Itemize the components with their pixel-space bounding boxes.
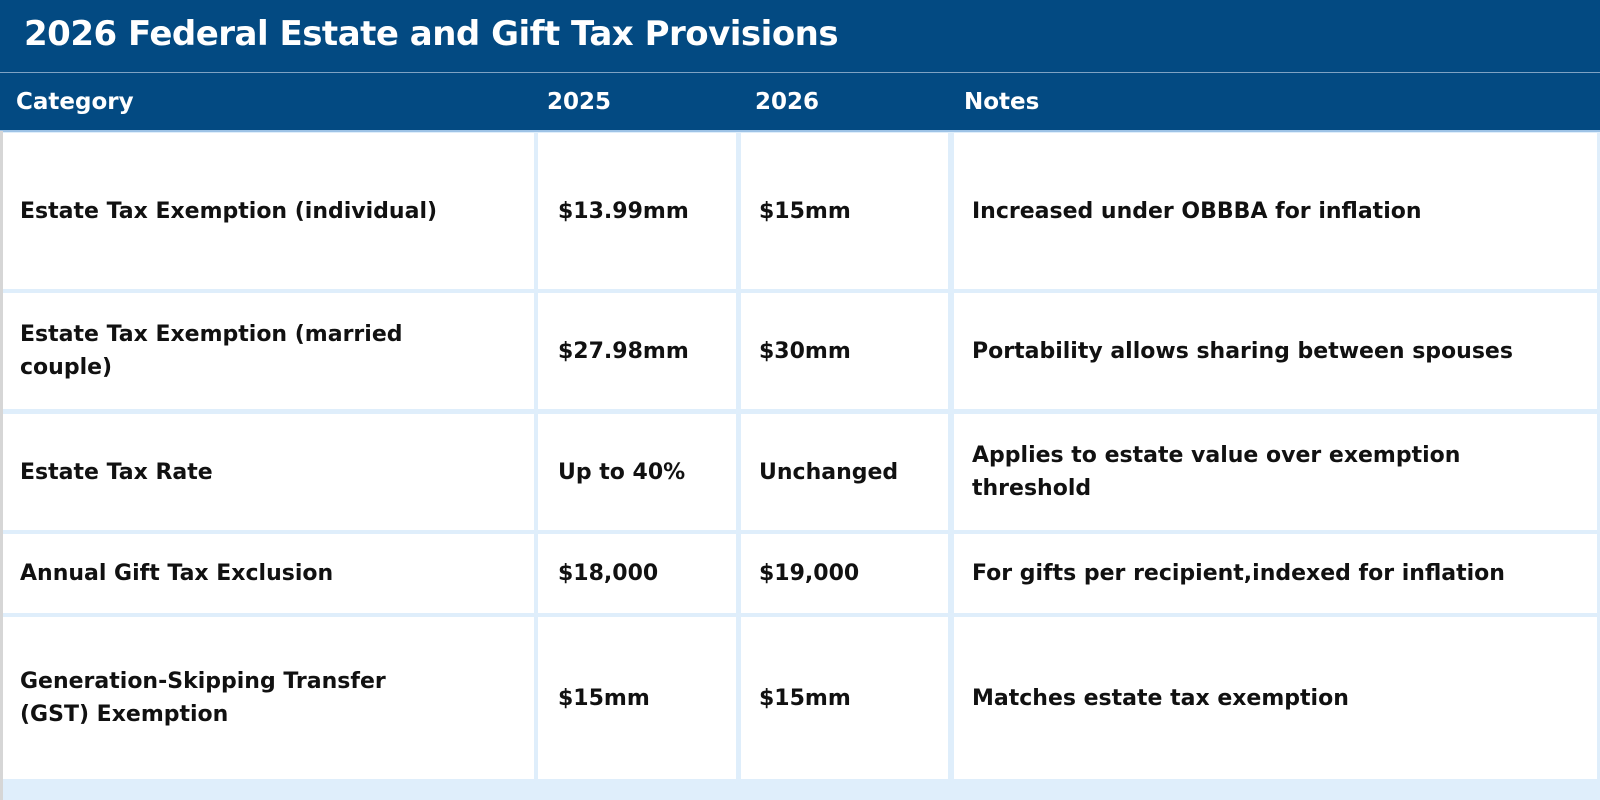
table-cell-value-2025: $18,000 xyxy=(538,534,736,613)
table-cell-category: Estate Tax Rate xyxy=(2,414,534,530)
table-cell-notes: Matches estate tax exemption xyxy=(954,617,1597,779)
table-cell-value-2026: $15mm xyxy=(741,133,948,289)
column-header-2025: 2025 xyxy=(547,89,612,115)
table-cell-notes: Applies to estate value over exemption t… xyxy=(954,414,1597,530)
table-cell-value-2025: $13.99mm xyxy=(538,133,736,289)
table-header: Category 2025 2026 Notes xyxy=(0,73,1600,132)
table-cell-category: Generation-Skipping Transfer (GST) Exemp… xyxy=(2,617,534,779)
table-cell-value-2026: $19,000 xyxy=(741,534,948,613)
table-cell-notes: For gifts per recipient,indexed for infl… xyxy=(954,534,1597,613)
table-cell-value-2026: $15mm xyxy=(741,617,948,779)
column-header-category: Category xyxy=(16,89,134,115)
table-cell-value-2025: $15mm xyxy=(538,617,736,779)
table-cell-category: Annual Gift Tax Exclusion xyxy=(2,534,534,613)
table-cell-value-2026: Unchanged xyxy=(741,414,948,530)
table-cell-notes: Increased under OBBBA for inflation xyxy=(954,133,1597,289)
table-cell-value-2026: $30mm xyxy=(741,293,948,409)
column-header-2026: 2026 xyxy=(755,89,820,115)
table-cell-notes: Portability allows sharing between spous… xyxy=(954,293,1597,409)
table-cell-value-2025: Up to 40% xyxy=(538,414,736,530)
table-cell-category: Estate Tax Exemption (married couple) xyxy=(2,293,534,409)
table-cell-category: Estate Tax Exemption (individual) xyxy=(2,133,534,289)
title-bar: 2026 Federal Estate and Gift Tax Provisi… xyxy=(0,0,1600,73)
table-cell-value-2025: $27.98mm xyxy=(538,293,736,409)
page-title: 2026 Federal Estate and Gift Tax Provisi… xyxy=(24,14,839,54)
column-header-notes: Notes xyxy=(964,89,1040,115)
table-left-edge xyxy=(0,131,3,800)
